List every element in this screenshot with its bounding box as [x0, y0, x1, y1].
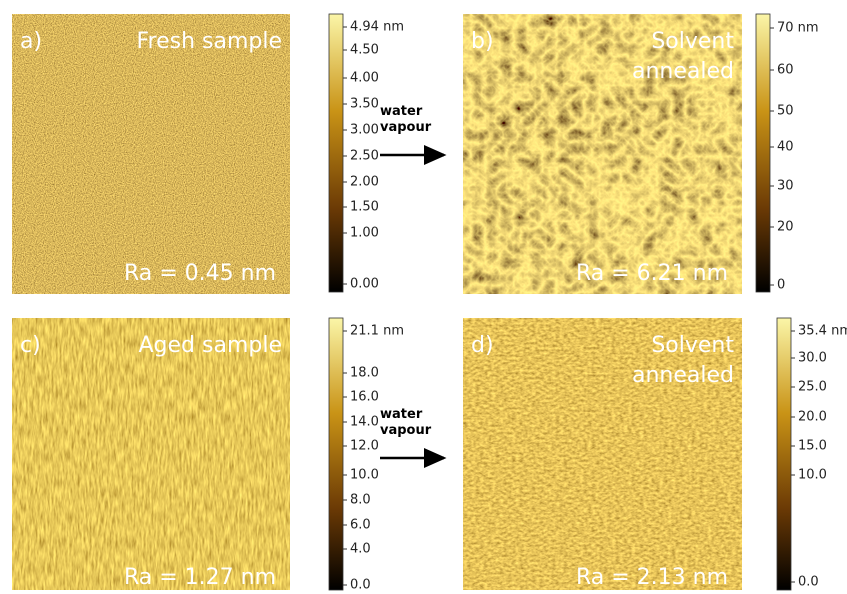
panel-label: c): [20, 333, 41, 358]
scale-label: 2.00: [350, 175, 379, 190]
panel-title: annealed: [632, 59, 734, 84]
roughness: Ra = 2.13 nm: [576, 565, 728, 590]
scale-label: 4.50: [350, 43, 379, 58]
scale-label: 2.50: [350, 149, 379, 164]
scale-label: 6.0: [350, 518, 371, 533]
colorbar: [756, 14, 770, 292]
scale-label: 30: [777, 179, 794, 194]
arrow-label: water: [380, 407, 423, 422]
arrow-label: water: [380, 104, 423, 119]
panel-title: Solvent: [651, 333, 734, 358]
panel-title: annealed: [632, 363, 734, 388]
scale-label: 4.00: [350, 71, 379, 86]
scale-label: 15.0: [798, 439, 827, 454]
scale-label: 14.0: [350, 415, 379, 430]
scale-label: 3.50: [350, 97, 379, 112]
roughness: Ra = 0.45 nm: [124, 261, 276, 286]
scale-label: 0.0: [350, 578, 371, 593]
figure: a) Fresh sample Ra = 0.45 nm 4.94 nm 4.50 4.0…: [0, 0, 847, 594]
afm-image: [12, 318, 290, 590]
scale-label: 25.0: [798, 380, 827, 395]
arrow-label: vapour: [380, 423, 432, 438]
panel-title: Fresh sample: [136, 29, 282, 54]
scale-label: 20: [777, 220, 794, 235]
scale-label: 1.50: [350, 200, 379, 215]
scale-label: 0: [777, 278, 785, 293]
panel-title: Solvent: [651, 29, 734, 54]
scale-label: 0.00: [350, 277, 379, 292]
scale-label: 30.0: [798, 351, 827, 366]
scale-label: 21.1 nm: [350, 324, 404, 339]
scale-label: 35.4 nm: [798, 324, 847, 339]
scale-label: 4.94 nm: [350, 20, 404, 35]
scale-label: 10.0: [350, 468, 379, 483]
afm-image: [463, 14, 742, 294]
scale-label: 70 nm: [777, 21, 819, 36]
panel-label: b): [471, 29, 494, 54]
roughness: Ra = 6.21 nm: [576, 261, 728, 286]
scale-label: 8.0: [350, 493, 371, 508]
panel-label: d): [471, 333, 494, 358]
colorbar: [777, 318, 791, 590]
scale-label: 1.00: [350, 226, 379, 241]
scale-label: 18.0: [350, 366, 379, 381]
colorbar: [329, 14, 343, 292]
scale-label: 12.0: [350, 439, 379, 454]
scale-label: 20.0: [798, 410, 827, 425]
panel-title: Aged sample: [139, 333, 283, 358]
afm-image: [12, 14, 290, 294]
colorbar: [329, 318, 343, 590]
afm-image: [463, 318, 742, 590]
scale-label: 3.00: [350, 123, 379, 138]
panel-label: a): [20, 29, 42, 54]
scale-label: 50: [777, 104, 794, 119]
scale-label: 60: [777, 63, 794, 78]
scale-label: 40: [777, 140, 794, 155]
roughness: Ra = 1.27 nm: [124, 565, 276, 590]
scale-label: 0.0: [798, 575, 819, 590]
scale-label: 4.0: [350, 542, 371, 557]
scale-label: 16.0: [350, 390, 379, 405]
arrow-label: vapour: [380, 120, 432, 135]
scale-label: 10.0: [798, 468, 827, 483]
